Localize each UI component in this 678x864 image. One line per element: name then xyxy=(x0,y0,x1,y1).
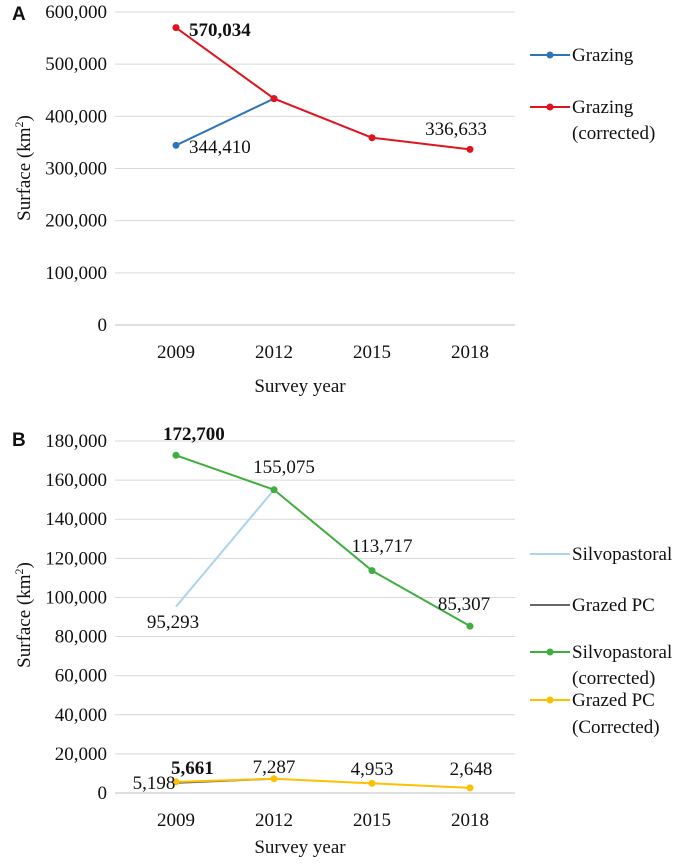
legend-label: (corrected) xyxy=(572,668,655,689)
legend-label: Silvopastoral xyxy=(572,544,672,565)
legend-label: Grazing xyxy=(572,97,634,118)
data-point-silvopastoral-corrected xyxy=(368,567,376,575)
y-tick-label: 0 xyxy=(98,783,108,804)
legend-marker-grazing xyxy=(546,51,554,59)
data-point-grazing xyxy=(172,141,180,149)
data-label: 113,717 xyxy=(351,536,412,557)
x-tick-label: 2009 xyxy=(157,810,195,831)
y-tick-label: 100,000 xyxy=(45,263,107,284)
data-point-grazing-corrected xyxy=(270,95,278,103)
legend-label: (Corrected) xyxy=(572,717,660,738)
series-line-silvopastoral-corrected xyxy=(175,454,471,628)
panel-letter: B xyxy=(12,430,26,451)
y-axis-title: Surface (km2) xyxy=(12,115,35,221)
data-point-grazed-pc-corrected xyxy=(270,775,278,783)
y-tick-label: 100,000 xyxy=(45,587,107,608)
data-label: 5,198 xyxy=(133,773,176,794)
series-line-grazing-corrected xyxy=(175,26,471,151)
data-point-grazed-pc-corrected xyxy=(466,784,474,792)
y-axis-title: Surface (km2) xyxy=(12,562,35,668)
y-tick-label: 180,000 xyxy=(45,431,107,452)
x-tick-label: 2012 xyxy=(255,810,293,831)
data-label: 344,410 xyxy=(189,137,251,158)
y-tick-label: 60,000 xyxy=(55,666,107,687)
data-label: 172,700 xyxy=(163,424,225,445)
legend-marker-grazed-pc-corrected xyxy=(546,696,554,704)
data-label: 7,287 xyxy=(253,757,296,778)
data-label: 85,307 xyxy=(438,594,490,615)
legend-marker-silvopastoral-corrected xyxy=(546,648,554,656)
x-tick-label: 2018 xyxy=(451,810,489,831)
legend-label: Grazed PC xyxy=(572,690,655,711)
legend-label: Grazing xyxy=(572,45,634,66)
y-tick-label: 20,000 xyxy=(55,744,107,765)
data-point-silvopastoral-corrected xyxy=(466,622,474,630)
legend-marker-grazing-corrected xyxy=(546,103,554,111)
data-label: 570,034 xyxy=(189,20,251,41)
data-label: 336,633 xyxy=(425,119,487,140)
y-tick-label: 120,000 xyxy=(45,548,107,569)
data-point-grazing-corrected xyxy=(368,134,376,142)
x-tick-label: 2015 xyxy=(353,342,391,363)
legend-label: Grazed PC xyxy=(572,595,655,616)
x-axis-title: Survey year xyxy=(254,837,346,858)
data-label: 155,075 xyxy=(253,457,315,478)
panel-letter: A xyxy=(12,4,26,25)
x-tick-label: 2012 xyxy=(255,342,293,363)
data-point-grazed-pc-corrected xyxy=(172,778,180,786)
data-point-silvopastoral-corrected xyxy=(172,451,180,459)
y-tick-label: 0 xyxy=(98,315,108,336)
data-point-grazing-corrected xyxy=(466,145,474,153)
panel-a: A 0 100,000 200,000 300,000 400,000 500,000 600… xyxy=(12,2,655,397)
series-line-silvopastoral xyxy=(175,489,275,608)
data-label: 5,661 xyxy=(171,758,214,779)
y-tick-label: 400,000 xyxy=(45,106,107,127)
panel-b: B 0 20,000 40,000 60,000 80,000 100,000 120,000… xyxy=(12,424,672,858)
data-point-grazed-pc-corrected xyxy=(368,779,376,787)
y-tick-label: 600,000 xyxy=(45,2,107,23)
legend-label: (corrected) xyxy=(572,123,655,144)
x-tick-label: 2018 xyxy=(451,342,489,363)
series-line-grazing xyxy=(175,97,275,147)
legend-label: Silvopastoral xyxy=(572,642,672,663)
x-tick-label: 2015 xyxy=(353,810,391,831)
data-point-grazing-corrected xyxy=(172,24,180,32)
data-point-silvopastoral-corrected xyxy=(270,486,278,494)
y-tick-label: 200,000 xyxy=(45,211,107,232)
series-line-grazed-pc-corrected xyxy=(175,777,471,789)
data-label: 95,293 xyxy=(147,612,199,633)
y-tick-label: 80,000 xyxy=(55,627,107,648)
y-tick-label: 160,000 xyxy=(45,470,107,491)
x-axis-title: Survey year xyxy=(254,376,346,397)
y-tick-label: 140,000 xyxy=(45,509,107,530)
x-tick-label: 2009 xyxy=(157,342,195,363)
data-label: 4,953 xyxy=(351,759,394,780)
y-tick-label: 500,000 xyxy=(45,54,107,75)
y-tick-label: 40,000 xyxy=(55,705,107,726)
data-label: 2,648 xyxy=(450,759,493,780)
y-tick-label: 300,000 xyxy=(45,159,107,180)
